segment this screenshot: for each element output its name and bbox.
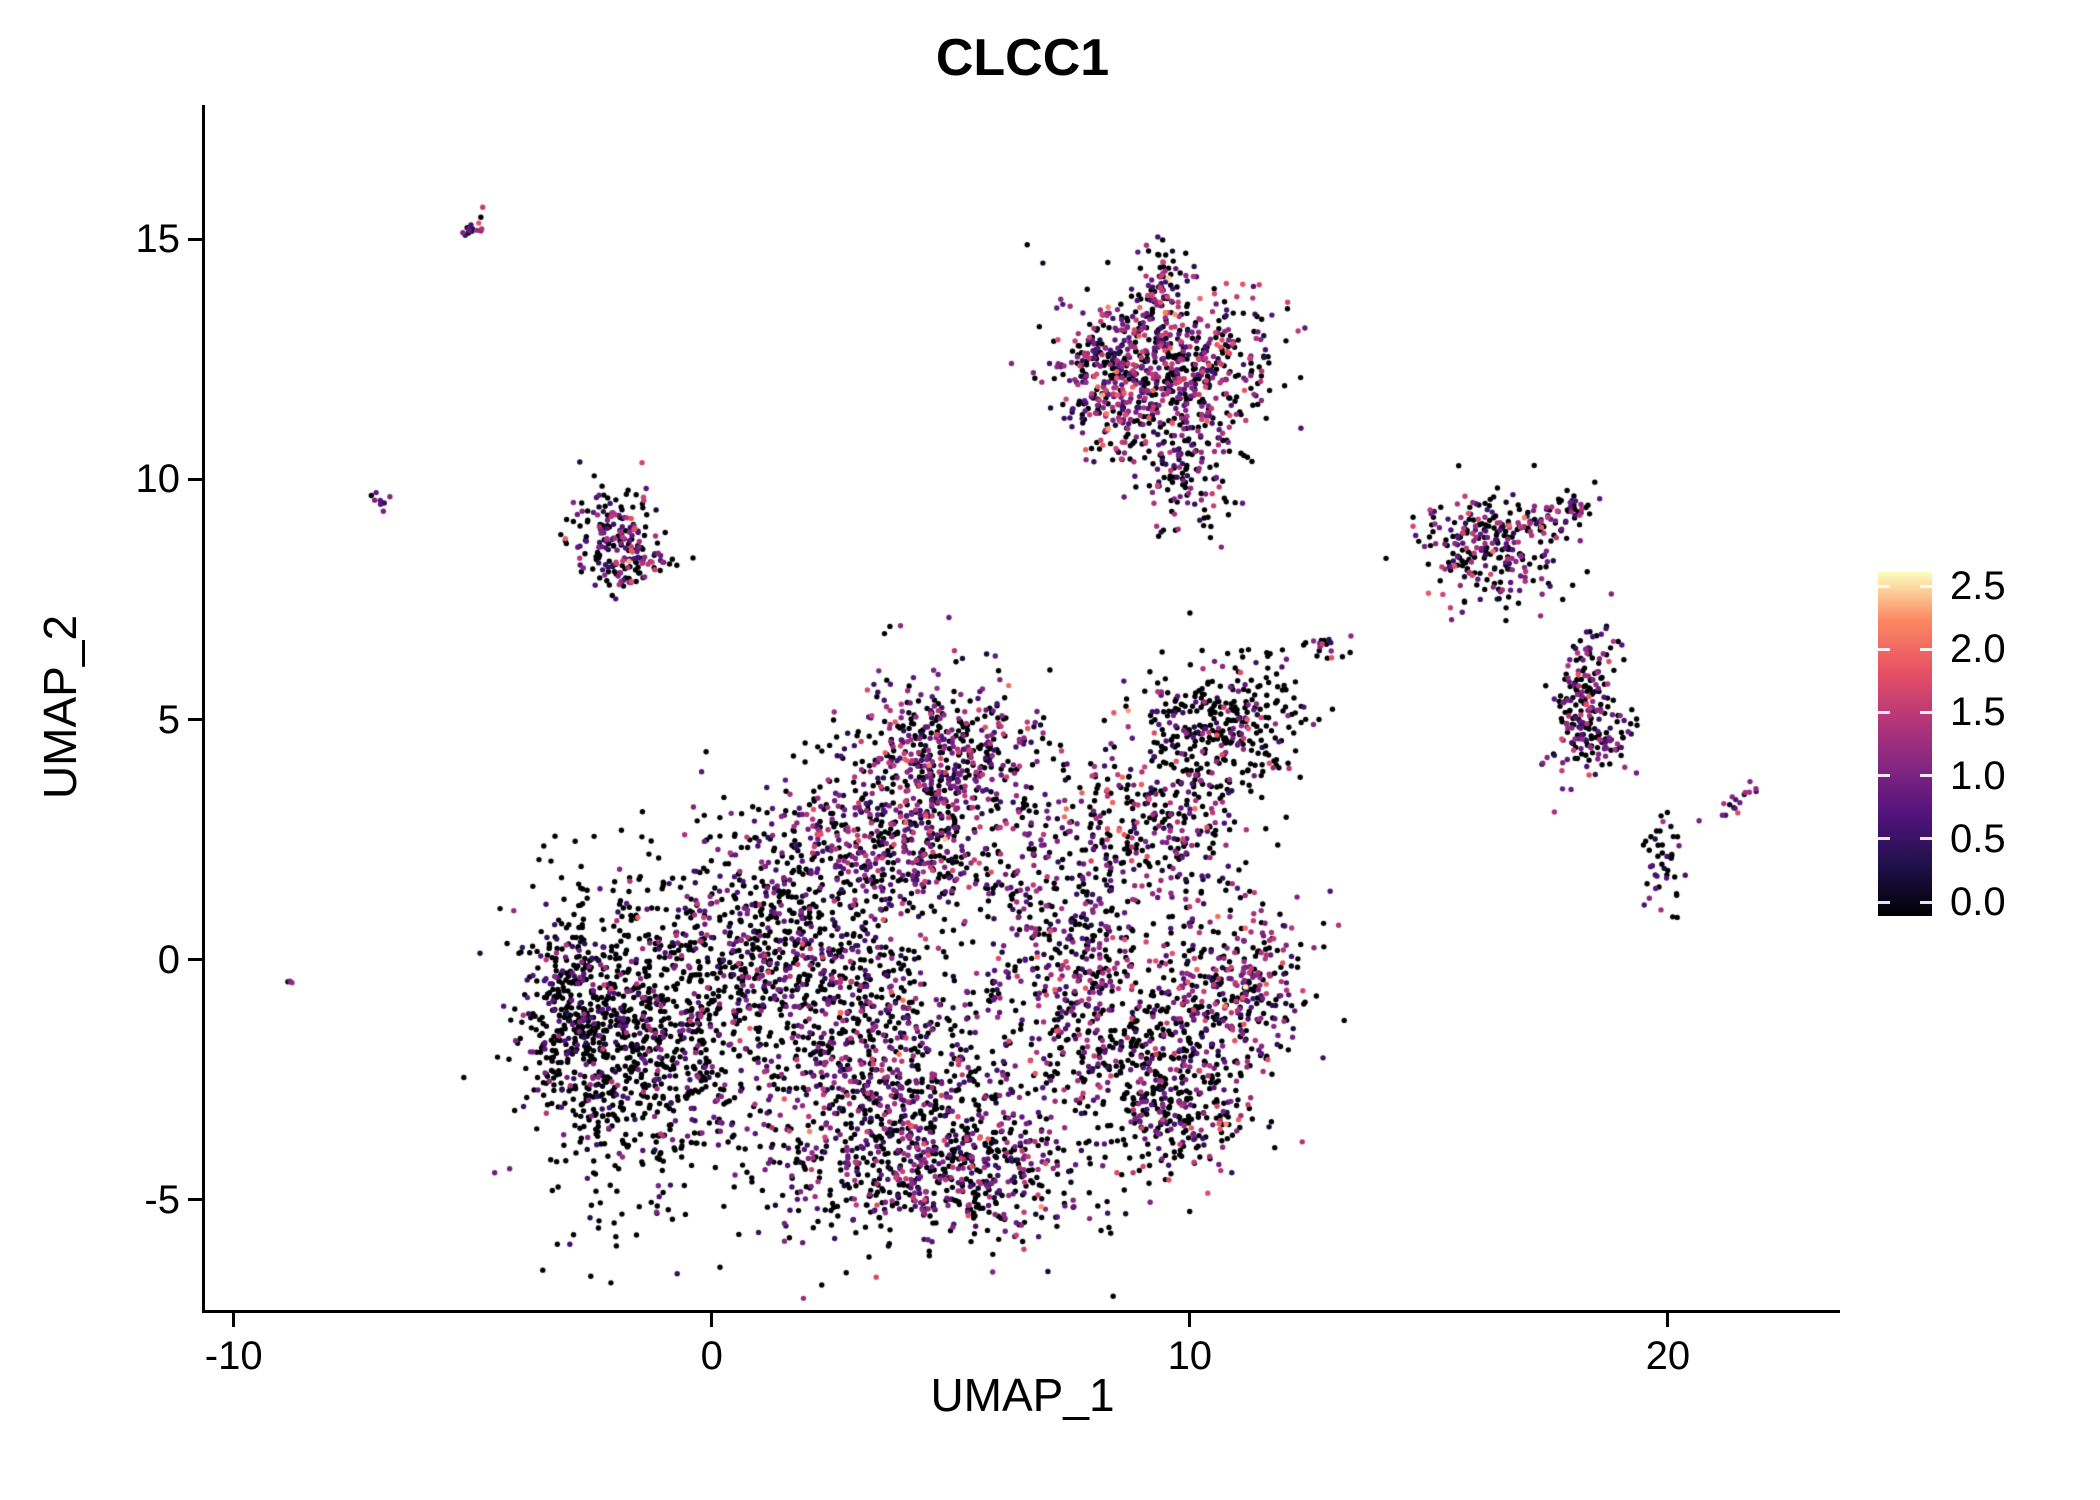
colorbar-tick-mark: [1920, 710, 1932, 714]
y-tick-label: 5: [157, 697, 180, 742]
y-axis-label: UMAP_2: [34, 614, 86, 800]
y-tick-mark: [188, 237, 205, 241]
colorbar-tick-label: 2.0: [1950, 627, 2006, 672]
y-tick-label: 0: [157, 937, 180, 982]
colorbar-tick-mark: [1878, 647, 1890, 651]
y-tick-label: 10: [135, 457, 181, 502]
colorbar-tick-mark: [1920, 837, 1932, 841]
x-tick-label: -10: [204, 1334, 263, 1378]
colorbar-tick-label: 2.5: [1950, 564, 2006, 608]
x-axis-line: [202, 1310, 1840, 1313]
y-tick-mark: [188, 958, 205, 962]
colorbar-tick-mark: [1920, 647, 1932, 651]
x-tick-mark: [1188, 1310, 1192, 1327]
colorbar-tick-mark: [1920, 584, 1932, 588]
colorbar-tick-mark: [1878, 900, 1890, 904]
colorbar-tick-label: 1.0: [1950, 753, 2006, 798]
plot-title: CLCC1: [935, 29, 1110, 87]
colorbar-tick-mark: [1878, 774, 1890, 778]
y-tick-label: 15: [135, 217, 181, 262]
x-tick-label: 0: [700, 1334, 723, 1378]
y-tick-mark: [188, 1198, 205, 1202]
x-axis-label: UMAP_1: [930, 1369, 1115, 1421]
x-tick-mark: [1666, 1310, 1670, 1327]
colorbar-tick-mark: [1878, 837, 1890, 841]
colorbar-tick-label: 0.5: [1950, 816, 2006, 861]
x-tick-label: 20: [1645, 1334, 1691, 1378]
y-tick-label: -5: [144, 1177, 180, 1222]
y-tick-mark: [188, 718, 205, 721]
y-axis-line: [202, 105, 205, 1313]
colorbar-tick-label: 0.0: [1950, 880, 2006, 924]
x-tick-mark: [232, 1310, 236, 1327]
y-tick-mark: [188, 477, 205, 481]
x-tick-label: 10: [1167, 1334, 1213, 1378]
colorbar-tick-label: 1.5: [1950, 690, 2006, 735]
x-tick-mark: [710, 1310, 714, 1327]
colorbar-gradient: [1878, 572, 1932, 916]
colorbar-tick-mark: [1920, 774, 1932, 778]
colorbar-tick-mark: [1878, 584, 1890, 588]
colorbar-tick-mark: [1878, 710, 1890, 714]
colorbar-tick-mark: [1920, 900, 1932, 904]
